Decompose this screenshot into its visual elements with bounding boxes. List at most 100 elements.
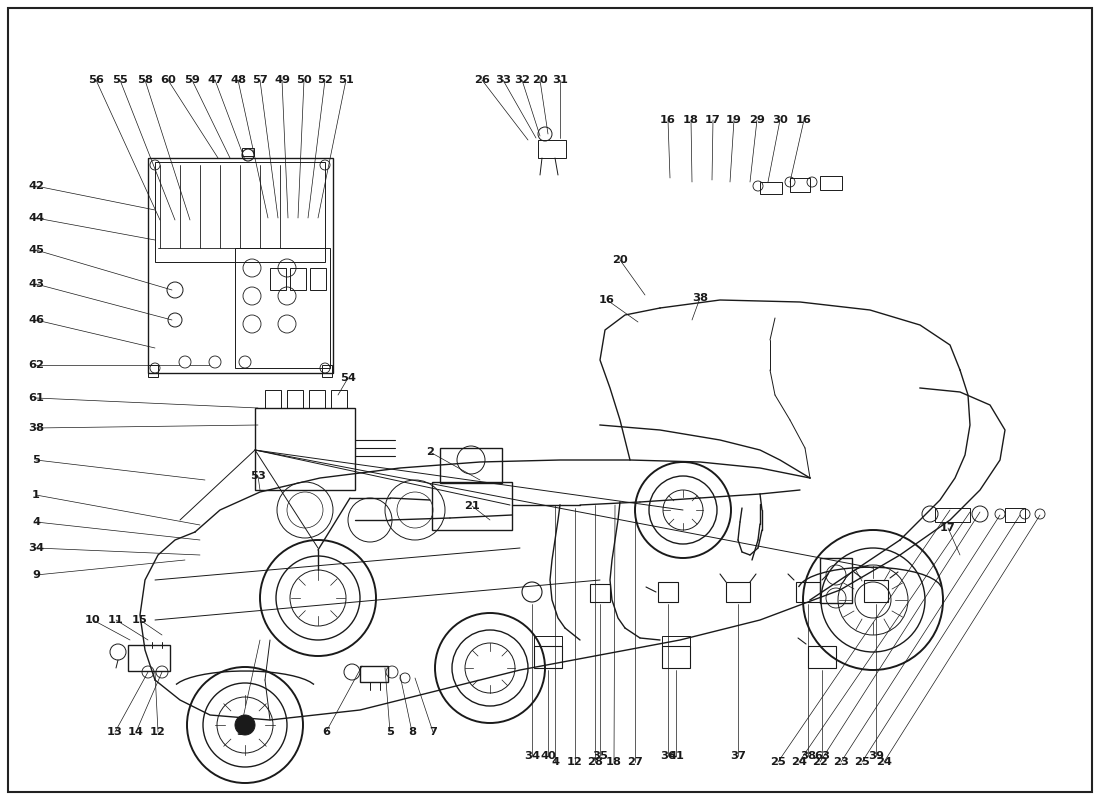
Bar: [864, 580, 888, 602]
Bar: [148, 158, 333, 373]
Text: 4: 4: [551, 757, 559, 767]
Text: 58: 58: [138, 75, 153, 85]
Text: 50: 50: [296, 75, 312, 85]
Text: 38: 38: [800, 751, 816, 761]
Text: 31: 31: [552, 75, 568, 85]
Text: 16: 16: [660, 115, 675, 125]
Text: 33: 33: [495, 75, 512, 85]
Text: 20: 20: [612, 255, 628, 265]
Bar: [820, 176, 842, 190]
Text: 4: 4: [32, 517, 40, 527]
Text: 5: 5: [32, 455, 40, 465]
Bar: [1005, 508, 1025, 522]
Text: 13: 13: [107, 727, 123, 737]
Text: 24: 24: [876, 757, 892, 767]
Text: 37: 37: [730, 751, 746, 761]
Text: 22: 22: [812, 757, 828, 767]
Bar: [590, 584, 610, 602]
Text: 43: 43: [28, 279, 44, 289]
Text: 41: 41: [668, 751, 684, 761]
Bar: [287, 390, 303, 408]
Bar: [662, 646, 690, 668]
Text: 38: 38: [28, 423, 44, 433]
Text: 24: 24: [791, 757, 807, 767]
Bar: [128, 645, 170, 671]
Text: 38: 38: [692, 293, 708, 303]
Bar: [310, 268, 326, 290]
Text: 44: 44: [28, 213, 44, 223]
Bar: [322, 365, 332, 377]
Text: 2: 2: [426, 447, 433, 457]
Text: 18: 18: [683, 115, 698, 125]
Bar: [270, 268, 286, 290]
Bar: [796, 582, 820, 602]
Bar: [440, 448, 502, 483]
Text: 52: 52: [317, 75, 333, 85]
Text: 57: 57: [252, 75, 268, 85]
Bar: [432, 482, 512, 530]
Text: 26: 26: [474, 75, 490, 85]
Bar: [331, 390, 346, 408]
Text: 55: 55: [112, 75, 128, 85]
Text: 53: 53: [250, 471, 266, 481]
Text: 49: 49: [274, 75, 290, 85]
Text: 45: 45: [29, 245, 44, 255]
Text: 46: 46: [28, 315, 44, 325]
Text: 35: 35: [592, 751, 608, 761]
Text: 8: 8: [408, 727, 416, 737]
Text: 12: 12: [150, 727, 166, 737]
Text: 3: 3: [236, 727, 244, 737]
Text: 23: 23: [833, 757, 849, 767]
Text: 6: 6: [322, 727, 330, 737]
Bar: [820, 558, 852, 603]
Text: 16: 16: [796, 115, 812, 125]
Text: 16: 16: [600, 295, 615, 305]
Bar: [235, 248, 330, 368]
Text: 27: 27: [627, 757, 642, 767]
Bar: [534, 636, 562, 646]
Text: 17: 17: [940, 523, 956, 533]
Text: 42: 42: [29, 181, 44, 191]
Text: 14: 14: [128, 727, 144, 737]
Text: 28: 28: [587, 757, 603, 767]
Text: 59: 59: [184, 75, 200, 85]
Text: 1: 1: [32, 490, 40, 500]
Bar: [290, 268, 306, 290]
Circle shape: [239, 356, 251, 368]
Bar: [760, 182, 782, 194]
Text: 20: 20: [532, 75, 548, 85]
Text: 34: 34: [28, 543, 44, 553]
Text: 30: 30: [772, 115, 788, 125]
Bar: [148, 365, 158, 377]
Bar: [790, 178, 810, 192]
Text: 60: 60: [161, 75, 176, 85]
Text: 15: 15: [132, 615, 147, 625]
Text: 19: 19: [726, 115, 741, 125]
Text: 40: 40: [540, 751, 556, 761]
Text: 32: 32: [514, 75, 530, 85]
Text: 25: 25: [770, 757, 785, 767]
Bar: [808, 646, 836, 668]
Text: 63: 63: [814, 751, 830, 761]
Bar: [658, 582, 678, 602]
Bar: [242, 148, 254, 156]
Bar: [538, 140, 566, 158]
Text: 48: 48: [230, 75, 246, 85]
Text: 5: 5: [386, 727, 394, 737]
Text: 10: 10: [85, 615, 101, 625]
Text: 62: 62: [29, 360, 44, 370]
Bar: [726, 582, 750, 602]
Text: 11: 11: [108, 615, 124, 625]
Text: 51: 51: [338, 75, 354, 85]
Text: 12: 12: [568, 757, 583, 767]
Text: 7: 7: [429, 727, 437, 737]
Bar: [360, 666, 388, 682]
Bar: [935, 508, 970, 522]
Text: 9: 9: [32, 570, 40, 580]
Text: 39: 39: [868, 751, 884, 761]
Text: 56: 56: [88, 75, 103, 85]
Text: 18: 18: [606, 757, 621, 767]
Text: 29: 29: [749, 115, 764, 125]
Text: 54: 54: [340, 373, 356, 383]
Text: 21: 21: [464, 501, 480, 511]
